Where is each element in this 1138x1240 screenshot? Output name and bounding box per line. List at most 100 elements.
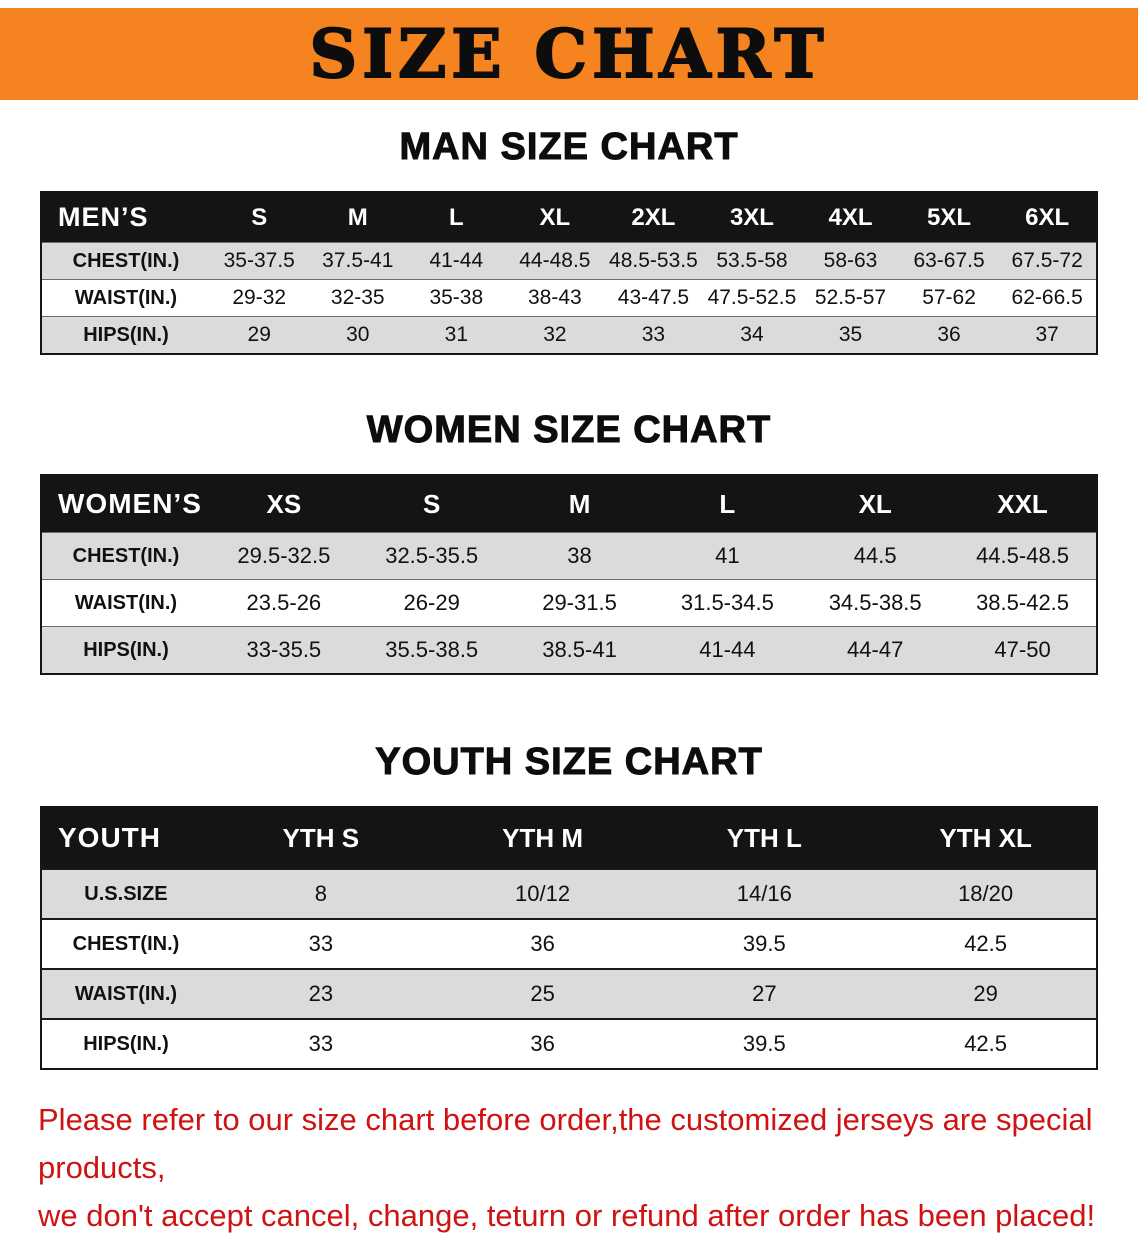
disclaimer-text: Please refer to our size chart before or… — [38, 1096, 1100, 1240]
column-header: 3XL — [729, 203, 774, 231]
cell-value: 29 — [875, 968, 1097, 1019]
cell-value: 31.5-34.5 — [653, 579, 802, 627]
youth-size-table: YOUTH YTH S YTH M YTH L YTH XL U.S.SIZE 8 10/1… — [40, 806, 1098, 1070]
cell-value: 35.5-38.5 — [357, 626, 506, 674]
cell-value: 29-31.5 — [505, 579, 654, 627]
size-chart-banner: SIZE CHART — [0, 8, 1138, 100]
row-label: CHEST(IN.) — [41, 918, 210, 969]
column-header: YTH XL — [939, 822, 1032, 853]
column-header: XS — [266, 488, 302, 519]
row-label: HIPS(IN.) — [41, 316, 210, 354]
cell-value: 43-47.5 — [604, 279, 703, 317]
cell-value: 39.5 — [653, 1018, 876, 1069]
cell-value: 30 — [308, 316, 408, 354]
cell-value: 44.5-48.5 — [949, 532, 1097, 580]
table-row: HIPS(IN.) 33-35.5 35.5-38.5 38.5-41 41-44 44-… — [41, 626, 1097, 674]
cell-value: 25 — [431, 968, 654, 1019]
cell-value: 41-44 — [653, 626, 802, 674]
column-header: XXL — [997, 488, 1048, 519]
cell-value: 29 — [209, 316, 309, 354]
cell-value: 33 — [209, 918, 432, 969]
table-row: WAIST(IN.) 23.5-26 26-29 29-31.5 31.5-34.5 34… — [41, 579, 1097, 627]
women-table-header-row: WOMEN’S XS S M L XL XXL — [41, 475, 1097, 533]
table-row: CHEST(IN.) 35-37.5 37.5-41 41-44 44-48.5 48.5… — [41, 242, 1097, 280]
cell-value: 48.5-53.5 — [604, 242, 703, 280]
column-header: XL — [539, 203, 571, 231]
cell-value: 62-66.5 — [998, 279, 1097, 317]
disclaimer-line-1: Please refer to our size chart before or… — [38, 1102, 1093, 1186]
table-row: CHEST(IN.) 33 36 39.5 42.5 — [41, 918, 1097, 969]
table-corner-label: WOMEN’S — [58, 488, 202, 519]
cell-value: 44-48.5 — [505, 242, 605, 280]
cell-value: 35-37.5 — [209, 242, 309, 280]
cell-value: 29.5-32.5 — [209, 532, 358, 580]
cell-value: 67.5-72 — [998, 242, 1097, 280]
cell-value: 34.5-38.5 — [801, 579, 950, 627]
cell-value: 33-35.5 — [209, 626, 358, 674]
cell-value: 47-50 — [949, 626, 1097, 674]
cell-value: 38-43 — [505, 279, 605, 317]
youth-table-header-row: YOUTH YTH S YTH M YTH L YTH XL — [41, 807, 1097, 869]
column-header: 6XL — [1025, 203, 1070, 231]
column-header: 2XL — [631, 203, 676, 231]
cell-value: 38 — [505, 532, 654, 580]
column-header: M — [347, 203, 368, 231]
table-row: U.S.SIZE 8 10/12 14/16 18/20 — [41, 868, 1097, 919]
cell-value: 52.5-57 — [801, 279, 900, 317]
cell-value: 14/16 — [653, 868, 876, 919]
cell-value: 26-29 — [357, 579, 506, 627]
table-corner-label: YOUTH — [58, 822, 161, 853]
cell-value: 8 — [209, 868, 432, 919]
cell-value: 36 — [431, 918, 654, 969]
column-header: L — [448, 203, 464, 231]
row-label: CHEST(IN.) — [41, 242, 210, 280]
row-label: CHEST(IN.) — [41, 532, 210, 580]
cell-value: 57-62 — [899, 279, 999, 317]
cell-value: 29-32 — [209, 279, 309, 317]
table-corner-label: MEN’S — [58, 202, 149, 232]
cell-value: 37 — [998, 316, 1097, 354]
row-label: HIPS(IN.) — [41, 626, 210, 674]
cell-value: 35-38 — [407, 279, 506, 317]
women-size-table: WOMEN’S XS S M L XL XXL CHEST(IN.) 29.5-32.5 32.… — [40, 474, 1098, 675]
row-label: HIPS(IN.) — [41, 1018, 210, 1069]
column-header: YTH M — [502, 822, 584, 853]
cell-value: 41 — [653, 532, 802, 580]
cell-value: 37.5-41 — [308, 242, 408, 280]
column-header: 5XL — [927, 203, 972, 231]
row-label: U.S.SIZE — [41, 868, 210, 919]
cell-value: 39.5 — [653, 918, 876, 969]
table-row: HIPS(IN.) 29 30 31 32 33 34 35 36 37 — [41, 316, 1097, 354]
cell-value: 32.5-35.5 — [357, 532, 506, 580]
cell-value: 31 — [407, 316, 506, 354]
cell-value: 47.5-52.5 — [702, 279, 802, 317]
cell-value: 38.5-41 — [505, 626, 654, 674]
cell-value: 42.5 — [875, 918, 1097, 969]
row-label: WAIST(IN.) — [41, 579, 210, 627]
cell-value: 63-67.5 — [899, 242, 999, 280]
disclaimer-line-2: we don't accept cancel, change, teturn o… — [38, 1198, 1096, 1234]
women-section-heading: WOMEN SIZE CHART — [366, 409, 772, 452]
cell-value: 53.5-58 — [702, 242, 802, 280]
cell-value: 33 — [209, 1018, 432, 1069]
cell-value: 23.5-26 — [209, 579, 358, 627]
cell-value: 32 — [505, 316, 605, 354]
cell-value: 35 — [801, 316, 900, 354]
cell-value: 38.5-42.5 — [949, 579, 1097, 627]
cell-value: 18/20 — [875, 868, 1097, 919]
column-header: 4XL — [828, 203, 873, 231]
cell-value: 10/12 — [431, 868, 654, 919]
cell-value: 32-35 — [308, 279, 408, 317]
table-row: WAIST(IN.) 29-32 32-35 35-38 38-43 43-47.5 47.… — [41, 279, 1097, 317]
cell-value: 42.5 — [875, 1018, 1097, 1069]
cell-value: 27 — [653, 968, 876, 1019]
men-size-table: MEN’S S M L XL 2XL 3XL 4XL 5XL 6XL CHEST(IN.) 35-3… — [40, 191, 1098, 355]
table-row: WAIST(IN.) 23 25 27 29 — [41, 968, 1097, 1019]
table-row: CHEST(IN.) 29.5-32.5 32.5-35.5 38 41 44.5 44.5… — [41, 532, 1097, 580]
cell-value: 44.5 — [801, 532, 950, 580]
column-header: M — [568, 488, 591, 519]
row-label: WAIST(IN.) — [41, 279, 210, 317]
men-table-header-row: MEN’S S M L XL 2XL 3XL 4XL 5XL 6XL — [41, 192, 1097, 243]
column-header: YTH S — [282, 822, 360, 853]
row-label: WAIST(IN.) — [41, 968, 210, 1019]
